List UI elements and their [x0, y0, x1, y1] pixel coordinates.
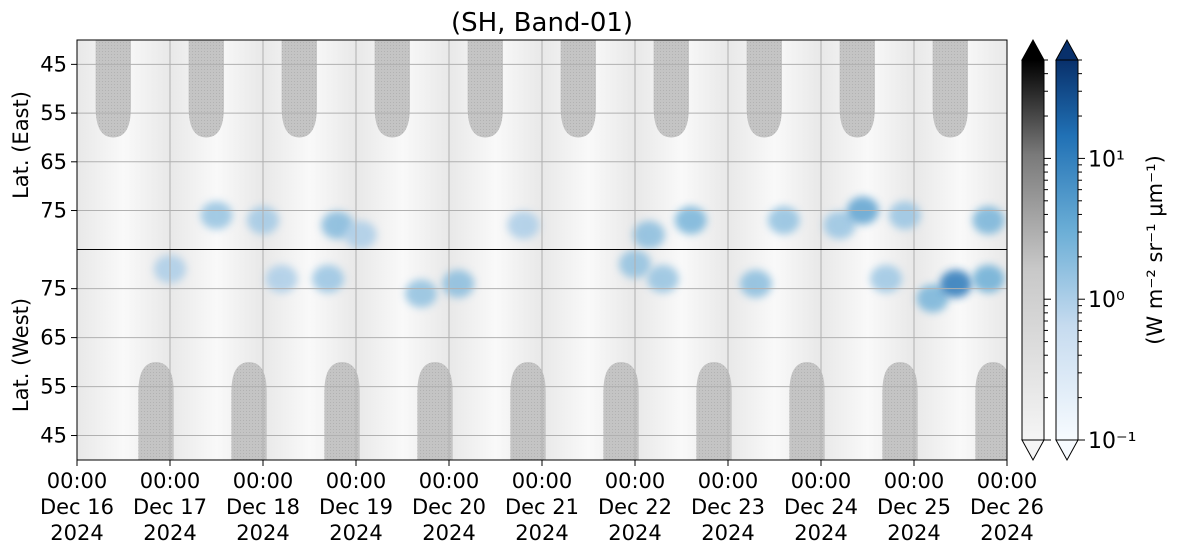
- mask-west: [789, 362, 825, 460]
- aurora-patch: [823, 211, 856, 240]
- aurora-patch: [632, 220, 665, 249]
- aurora-patch: [265, 264, 298, 293]
- y-tick-label: 75: [40, 277, 67, 301]
- aurora-patch: [344, 220, 377, 249]
- mask-west: [603, 362, 639, 460]
- mask-west: [510, 362, 546, 460]
- x-tick-label: 00:00: [419, 469, 480, 493]
- y-tick-label: 45: [40, 52, 67, 76]
- aurora-patch: [507, 211, 540, 240]
- x-tick-label: Dec 20: [412, 495, 486, 519]
- mask-east: [188, 40, 224, 138]
- x-tick-label: 00:00: [977, 469, 1038, 493]
- mask-west: [324, 362, 360, 460]
- y-tick-label: 65: [40, 326, 67, 350]
- x-tick-label: Dec 25: [877, 495, 951, 519]
- mask-west: [696, 362, 732, 460]
- colorbar-tick-label: 10⁰: [1088, 288, 1125, 313]
- x-tick-label: Dec 17: [133, 495, 207, 519]
- colorbar-blue-extend-max: [1055, 38, 1079, 61]
- colorbar-gray-extend-min: [1021, 439, 1045, 462]
- colorbar-tick-label: 10⁻¹: [1088, 429, 1136, 454]
- mask-west: [231, 362, 267, 460]
- mask-west: [975, 362, 1007, 460]
- x-tick-label: 00:00: [791, 469, 852, 493]
- ylabel-east: Lat. (East): [9, 91, 33, 199]
- y-tick-label: 45: [40, 424, 67, 448]
- aurora-patch: [646, 264, 679, 293]
- grid-lines: [77, 40, 1007, 460]
- x-tick-label: 00:00: [140, 469, 201, 493]
- mask-east: [281, 40, 317, 138]
- x-tick-label: 2024: [608, 521, 661, 545]
- x-tick-label: 2024: [794, 521, 847, 545]
- mask-west: [417, 362, 453, 460]
- colorbar-blue: [1055, 38, 1079, 462]
- x-tick-label: Dec 18: [226, 495, 300, 519]
- x-tick-label: 00:00: [884, 469, 945, 493]
- chart-title: (SH, Band-01): [451, 8, 633, 38]
- x-tick-label: 2024: [887, 521, 940, 545]
- x-tick-label: 00:00: [605, 469, 666, 493]
- aurora-patch: [739, 269, 772, 298]
- mask-east: [932, 40, 968, 138]
- aurora-patch: [767, 206, 800, 235]
- mask-east: [653, 40, 689, 138]
- x-tick-label: 2024: [422, 521, 475, 545]
- x-tick-label: 2024: [236, 521, 289, 545]
- x-tick-label: Dec 22: [598, 495, 672, 519]
- x-tick-label: 2024: [701, 521, 754, 545]
- mask-east: [467, 40, 503, 138]
- mask-east: [560, 40, 596, 138]
- x-tick-label: Dec 19: [319, 495, 393, 519]
- y-axis: 45 55 65 75 75 65 55 45: [40, 52, 77, 448]
- x-tick-label: 00:00: [512, 469, 573, 493]
- aurora-patch: [916, 284, 949, 313]
- mask-east: [95, 40, 131, 138]
- x-tick-label: 2024: [515, 521, 568, 545]
- colorbar-label: (W m⁻² sr⁻¹ μm⁻¹): [1143, 155, 1167, 345]
- aurora-patch: [200, 201, 233, 230]
- x-tick-label: 00:00: [47, 469, 108, 493]
- x-tick-label: 2024: [50, 521, 103, 545]
- aurora-patch: [888, 201, 921, 230]
- aurora-patch: [972, 264, 1005, 293]
- mask-east: [839, 40, 875, 138]
- aurora-patch: [405, 279, 438, 308]
- colorbar-blue-extend-min: [1055, 439, 1079, 462]
- aurora-patch: [312, 264, 345, 293]
- aurora-patch: [442, 269, 475, 298]
- y-tick-label: 55: [40, 375, 67, 399]
- mask-west: [138, 362, 174, 460]
- x-tick-label: Dec 24: [784, 495, 858, 519]
- x-tick-label: Dec 23: [691, 495, 765, 519]
- x-tick-label: 00:00: [326, 469, 387, 493]
- x-tick-label: Dec 21: [505, 495, 579, 519]
- y-tick-label: 55: [40, 101, 67, 125]
- ylabel-west: Lat. (West): [9, 298, 33, 412]
- x-tick-label: Dec 26: [970, 495, 1044, 519]
- colorbar-tick-label: 10¹: [1088, 147, 1125, 172]
- mask-east: [746, 40, 782, 138]
- colorbar-gray-extend-max: [1021, 38, 1045, 61]
- mask-west: [882, 362, 918, 460]
- x-tick-label: 00:00: [698, 469, 759, 493]
- x-tick-label: 00:00: [233, 469, 294, 493]
- x-tick-label: 2024: [329, 521, 382, 545]
- aurora-patch: [870, 264, 903, 293]
- x-tick-label: 2024: [980, 521, 1033, 545]
- aurora-patch: [972, 206, 1005, 235]
- mask-east: [374, 40, 410, 138]
- y-tick-label: 65: [40, 150, 67, 174]
- y-tick-label: 75: [40, 199, 67, 223]
- x-tick-label: Dec 16: [40, 495, 114, 519]
- aurora-patch: [939, 269, 972, 298]
- x-tick-label: 2024: [143, 521, 196, 545]
- colorbar-gray: [1021, 38, 1045, 462]
- colorbar-ticks: 10⁻¹ 10⁰ 10¹: [1044, 59, 1136, 454]
- aurora-patch: [674, 206, 707, 235]
